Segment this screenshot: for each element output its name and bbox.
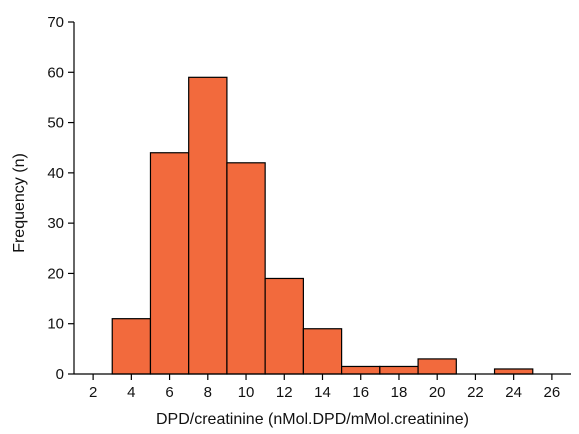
x-tick-label-2: 2 [89, 384, 97, 401]
bar-4 [111, 318, 152, 375]
x-tick-label-14: 14 [314, 384, 331, 401]
y-tick-label-30: 30 [47, 215, 64, 232]
x-tick-label-12: 12 [276, 384, 293, 401]
x-tick-label-26: 26 [544, 384, 561, 401]
y-tick-label-70: 70 [47, 14, 64, 31]
bar-16 [341, 365, 381, 375]
x-tick-label-16: 16 [352, 384, 369, 401]
bar-18 [379, 365, 419, 375]
y-tick-label-0: 0 [56, 366, 64, 383]
x-tick-label-6: 6 [165, 384, 173, 401]
bar-20 [417, 358, 457, 375]
bar-24 [493, 368, 534, 375]
x-axis-title: DPD/creatinine (nMol.DPD/mMol.creatinine… [156, 411, 469, 428]
bar-10 [226, 162, 266, 375]
x-tick-label-18: 18 [391, 384, 408, 401]
x-tick-label-10: 10 [238, 384, 255, 401]
bar-8 [188, 76, 228, 375]
bar-12 [264, 277, 304, 375]
bars-group [111, 76, 534, 375]
y-axis-title: Frequency (n) [11, 153, 28, 253]
x-tick-label-4: 4 [127, 384, 135, 401]
y-tick-label-20: 20 [47, 265, 64, 282]
x-tick-label-20: 20 [429, 384, 446, 401]
y-tick-label-50: 50 [47, 115, 64, 132]
x-ticks-group: 2 4 6 8 10 12 14 16 18 20 22 24 26 [89, 374, 560, 401]
x-tick-label-22: 22 [467, 384, 484, 401]
bar-14 [302, 328, 343, 375]
y-tick-label-10: 10 [47, 316, 64, 333]
x-tick-label-24: 24 [505, 384, 522, 401]
x-tick-label-8: 8 [204, 384, 212, 401]
y-ticks-group: 0 10 20 30 40 50 60 70 [47, 14, 74, 383]
y-tick-label-60: 60 [47, 64, 64, 81]
y-tick-label-40: 40 [47, 165, 64, 182]
bar-6 [149, 152, 190, 375]
